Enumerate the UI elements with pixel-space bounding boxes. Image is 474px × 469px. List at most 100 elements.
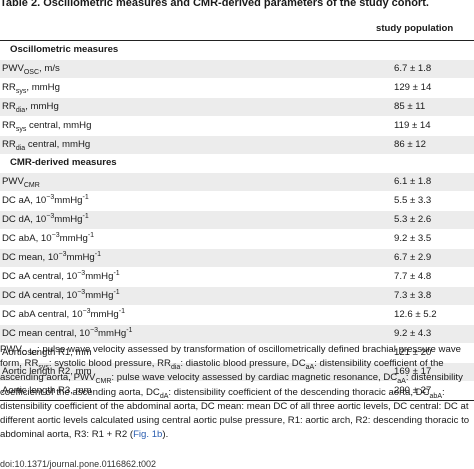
row-label-main: RR bbox=[2, 120, 16, 131]
table-title: Table 2. Oscillometric measures and CMR-… bbox=[0, 0, 429, 9]
column-header: study population bbox=[374, 18, 474, 41]
footnote-text: : distensibility coefficient of the desc… bbox=[168, 386, 430, 398]
row-label-superscript: -1 bbox=[126, 326, 133, 334]
header-empty-cell bbox=[0, 18, 374, 41]
row-label-superscript: -1 bbox=[113, 269, 120, 277]
row-label-rest: central, mmHg bbox=[26, 120, 92, 131]
section-header-row: CMR-derived measures bbox=[0, 154, 474, 173]
row-label: DC aA central, 10−3mmHg-1 bbox=[0, 267, 374, 287]
table-header-row: study population bbox=[0, 18, 474, 41]
footnote-subscript: aA bbox=[305, 364, 315, 372]
row-label-rest: mmHg bbox=[54, 195, 83, 206]
row-label-superscript: −3 bbox=[46, 193, 55, 201]
row-label-main: DC mean central, 10 bbox=[2, 328, 90, 339]
table-row: DC aA, 10−3mmHg-1 5.5 ± 3.3 bbox=[0, 191, 474, 211]
footnote-subscript: dA bbox=[159, 392, 169, 400]
row-label-main: RR bbox=[2, 101, 16, 112]
row-label-main: DC abA, 10 bbox=[2, 233, 52, 244]
figure-link[interactable]: Fig. 1b bbox=[133, 429, 163, 441]
row-label-rest: , m/s bbox=[39, 63, 60, 74]
row-label-subscript: sys bbox=[15, 87, 27, 95]
row-label-main: PWV bbox=[2, 176, 24, 187]
row-label: RRsys central, mmHg bbox=[0, 116, 374, 136]
row-label-rest: mmHg bbox=[85, 290, 114, 301]
row-label-main: Aortic length R2, mm bbox=[2, 366, 92, 377]
table-row: DC dA, 10−3mmHg-1 5.3 ± 2.6 bbox=[0, 210, 474, 230]
row-label-superscript: −3 bbox=[89, 326, 98, 334]
section-header-row: Oscillometric measures bbox=[0, 40, 474, 60]
row-label-superscript: -1 bbox=[82, 193, 89, 201]
row-label-main: DC aA, 10 bbox=[2, 195, 47, 206]
row-label: DC dA central, 10−3mmHg-1 bbox=[0, 286, 374, 306]
row-label-rest: mmHg bbox=[97, 328, 127, 339]
footnote-text: PWV bbox=[0, 344, 22, 355]
row-label-rest: mmHg bbox=[54, 214, 83, 225]
footnote-subscript: aA bbox=[397, 378, 406, 386]
row-label-superscript: −3 bbox=[82, 307, 91, 315]
table-row: RRsys central, mmHg 119 ± 14 bbox=[0, 116, 474, 136]
row-value: 119 ± 14 bbox=[374, 116, 474, 136]
row-value: 290 ± 27 bbox=[374, 381, 474, 401]
section-title: Oscillometric measures bbox=[0, 40, 374, 60]
row-label-main: DC abA central, 10 bbox=[2, 309, 83, 320]
row-label-superscript: −3 bbox=[77, 288, 86, 296]
row-label-subscript: OSC bbox=[23, 68, 40, 76]
row-label: DC abA, 10−3mmHg-1 bbox=[0, 229, 374, 249]
row-label-subscript: dia bbox=[15, 144, 26, 152]
row-label-superscript: −3 bbox=[77, 269, 86, 277]
footnote-text: : pulse wave velocity assessed by cardia… bbox=[111, 372, 398, 384]
row-label: DC abA central, 10−3mmHg-1 bbox=[0, 305, 374, 325]
row-label-rest: mmHg bbox=[85, 271, 114, 282]
row-value: 85 ± 11 bbox=[374, 97, 474, 117]
row-value: 6.1 ± 1.8 bbox=[374, 172, 474, 192]
row-value: 86 ± 12 bbox=[374, 135, 474, 154]
row-label-subscript: dia bbox=[15, 106, 26, 114]
row-label-superscript: -1 bbox=[118, 307, 125, 315]
footnote-text: : pulse wave velocity assessed by transf… bbox=[0, 344, 461, 370]
table-row: DC abA, 10−3mmHg-1 9.2 ± 3.5 bbox=[0, 229, 474, 249]
footnote-text: : diastolic blood pressure, DC bbox=[180, 358, 306, 370]
row-label-main: DC dA, 10 bbox=[2, 214, 47, 225]
footnote-text: ). bbox=[162, 429, 169, 441]
row-label-superscript: −3 bbox=[46, 212, 55, 220]
table-row: DC mean central, 10−3mmHg-1 9.2 ± 4.3 bbox=[0, 324, 474, 344]
footnote-subscript: abA bbox=[429, 392, 442, 400]
section-title: CMR-derived measures bbox=[0, 154, 374, 173]
table-footnote: PWVOSC: pulse wave velocity assessed by … bbox=[0, 343, 470, 442]
table-row: Aortic length R1, mm 121 ± 20 bbox=[0, 343, 474, 363]
row-label-subscript: CMR bbox=[23, 181, 40, 189]
row-label-main: RR bbox=[2, 139, 16, 150]
row-label: DC mean, 10−3mmHg-1 bbox=[0, 248, 374, 268]
row-label-superscript: -1 bbox=[82, 212, 89, 220]
row-label-subscript: sys bbox=[15, 125, 27, 133]
footnote-subscript: sys bbox=[38, 364, 49, 372]
row-label: Aortic length R1, mm bbox=[0, 343, 374, 363]
section-empty-cell bbox=[374, 154, 474, 173]
row-label-superscript: −3 bbox=[58, 250, 67, 258]
table-row: PWVOSC, m/s 6.7 ± 1.8 bbox=[0, 59, 474, 79]
row-value: 5.5 ± 3.3 bbox=[374, 191, 474, 211]
row-value: 6.7 ± 2.9 bbox=[374, 248, 474, 268]
row-label: Aortic length R2, mm bbox=[0, 362, 374, 382]
row-label: RRsys, mmHg bbox=[0, 78, 374, 98]
row-value: 5.3 ± 2.6 bbox=[374, 210, 474, 230]
row-value: 169 ± 17 bbox=[374, 362, 474, 382]
row-label-main: DC dA central, 10 bbox=[2, 290, 78, 301]
row-label: RRdia central, mmHg bbox=[0, 135, 374, 154]
row-label-superscript: -1 bbox=[113, 288, 120, 296]
row-label-main: RR bbox=[2, 82, 16, 93]
data-table-container: study population Oscillometric measures P… bbox=[0, 18, 474, 401]
row-label-rest: mmHg bbox=[59, 233, 88, 244]
row-value: 6.7 ± 1.8 bbox=[374, 59, 474, 79]
row-value: 7.7 ± 4.8 bbox=[374, 267, 474, 287]
row-label: PWVCMR bbox=[0, 172, 374, 192]
doi-label: doi:10.1371/journal.pone.0116862.t002 bbox=[0, 459, 156, 469]
table-row: DC mean, 10−3mmHg-1 6.7 ± 2.9 bbox=[0, 248, 474, 268]
table-row: Aortic length R2, mm 169 ± 17 bbox=[0, 362, 474, 382]
table-row: RRdia central, mmHg 86 ± 12 bbox=[0, 135, 474, 154]
row-label: Aortic length R3, mm bbox=[0, 381, 374, 401]
table-row: DC abA central, 10−3mmHg-1 12.6 ± 5.2 bbox=[0, 305, 474, 325]
footnote-subscript: OSC bbox=[21, 349, 38, 357]
footnote-text: : systolic blood pressure, RR bbox=[48, 358, 171, 370]
row-value: 129 ± 14 bbox=[374, 78, 474, 98]
